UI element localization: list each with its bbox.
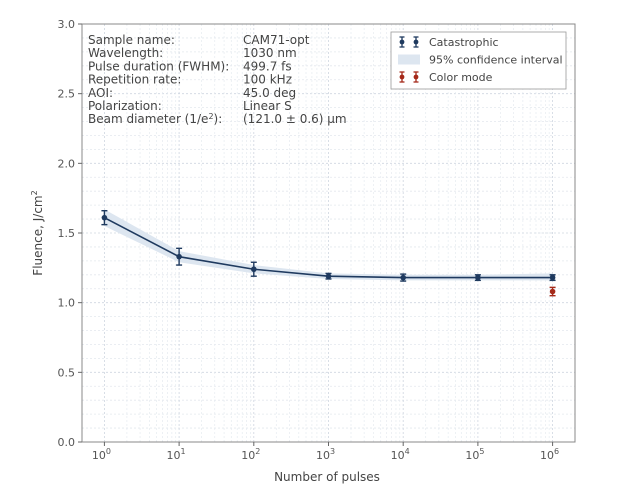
legend-marker <box>413 39 419 45</box>
y-axis-label: Fluence, J/cm2 <box>30 190 45 275</box>
data-marker <box>400 274 406 281</box>
y-tick-label: 1.5 <box>58 227 76 240</box>
catastrophic-point <box>250 261 257 277</box>
legend: Catastrophic 95% confidence interval Color… <box>390 31 567 90</box>
catastrophic-point <box>474 274 481 282</box>
x-tick-label: 103 <box>316 447 335 462</box>
info-key: Wavelength: <box>88 46 163 60</box>
data-marker <box>325 273 332 279</box>
info-key: Polarization: <box>88 99 162 113</box>
data-marker <box>251 266 257 273</box>
x-tick-label: 104 <box>391 447 410 462</box>
y-axis-ticks: 0.0 0.5 1.0 1.5 2.0 2.5 3.0 <box>58 18 82 449</box>
x-tick-label: 101 <box>167 447 186 462</box>
data-marker <box>549 288 556 295</box>
legend-item: Color mode <box>399 71 493 84</box>
data-marker <box>101 214 108 221</box>
info-value: 45.0 deg <box>243 86 296 100</box>
legend-box <box>390 31 567 90</box>
legend-label: Color mode <box>429 71 493 84</box>
y-tick-label: 2.5 <box>58 88 76 101</box>
legend-label: 95% confidence interval <box>429 54 563 67</box>
info-value: (121.0 ± 0.6) μm <box>243 112 347 126</box>
x-axis-ticks: 100 101 102 103 104 105 106 <box>92 442 559 462</box>
catastrophic-point <box>549 274 556 282</box>
catastrophic-point <box>101 210 108 226</box>
y-tick-label: 3.0 <box>58 18 76 31</box>
catastrophic-point <box>176 247 183 266</box>
legend-item: Catastrophic <box>399 36 499 49</box>
info-value: 499.7 fs <box>243 59 292 73</box>
series-layer <box>101 210 556 297</box>
info-key: Beam diameter (1/e2): <box>88 112 222 126</box>
x-axis-label: Number of pulses <box>274 470 380 484</box>
grid <box>82 24 575 442</box>
legend-marker <box>399 74 405 80</box>
info-key: Repetition rate: <box>88 73 181 87</box>
info-key: Sample name: <box>88 33 175 47</box>
info-key: AOI: <box>88 86 113 100</box>
sample-info-table: Sample name: CAM71-opt Wavelength: 1030 nm P… <box>88 33 347 126</box>
data-marker <box>176 253 182 260</box>
y-tick-label: 0.0 <box>58 436 76 449</box>
legend-item: 95% confidence interval <box>398 54 563 67</box>
legend-label: Catastrophic <box>429 36 499 49</box>
legend-marker <box>413 74 419 80</box>
info-value: Linear S <box>243 99 292 113</box>
y-tick-label: 0.5 <box>58 366 76 379</box>
catastrophic-point <box>400 273 407 282</box>
legend-band-swatch <box>398 54 420 65</box>
info-value: 100 kHz <box>243 73 292 87</box>
x-tick-label: 102 <box>241 447 260 462</box>
y-tick-label: 2.0 <box>58 157 76 170</box>
data-marker <box>549 274 556 281</box>
info-key: Pulse duration (FWHM): <box>88 59 229 73</box>
legend-marker <box>399 39 405 45</box>
catastrophic-point <box>325 272 332 280</box>
color-mode-point <box>549 286 556 297</box>
y-tick-label: 1.0 <box>58 297 76 310</box>
x-tick-label: 105 <box>465 447 484 462</box>
info-value: 1030 nm <box>243 46 297 60</box>
data-marker <box>475 274 481 281</box>
x-tick-label: 100 <box>92 447 111 462</box>
x-tick-label: 106 <box>540 447 559 462</box>
info-value: CAM71-opt <box>243 33 310 47</box>
